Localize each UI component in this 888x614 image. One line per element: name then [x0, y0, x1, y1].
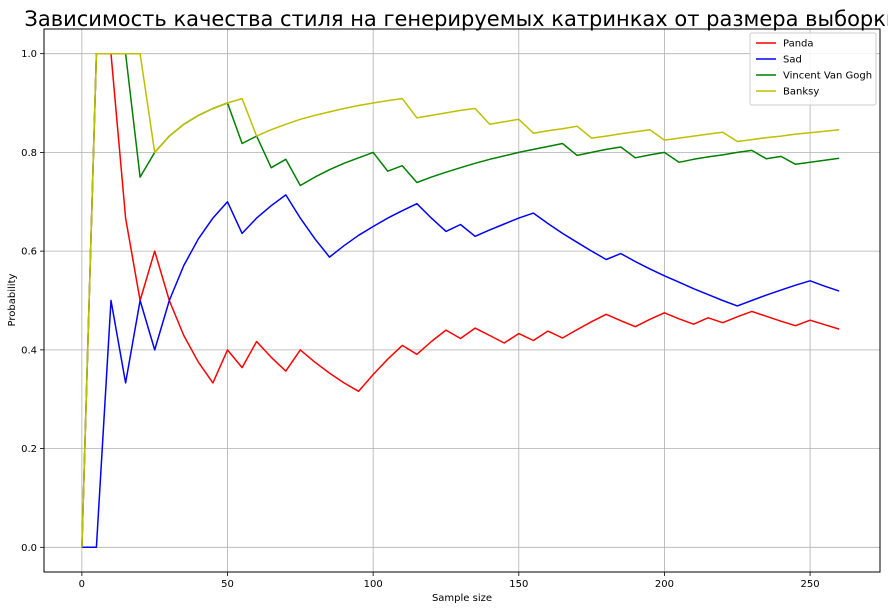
- legend-label: Sad: [783, 55, 802, 66]
- y-axis-label: Probability: [7, 273, 18, 326]
- x-tick-label: 200: [655, 579, 674, 590]
- legend-label: Vincent Van Gogh: [783, 71, 872, 82]
- y-tick-label: 0.8: [21, 148, 37, 159]
- y-tick-label: 0.4: [21, 345, 37, 356]
- legend-label: Panda: [783, 39, 814, 50]
- legend-label: Banksy: [783, 87, 819, 98]
- series-line-panda: [81, 52, 840, 548]
- y-tick-label: 0.2: [21, 444, 37, 455]
- x-tick-label: 250: [801, 579, 820, 590]
- plot-frame: [43, 28, 881, 573]
- chart-title: Зависимость качества стиля на генерируем…: [24, 7, 888, 31]
- x-tick-label: 100: [364, 579, 383, 590]
- x-axis-label: Sample size: [432, 593, 492, 604]
- x-tick-label: 50: [221, 579, 234, 590]
- series-line-banksy: [81, 52, 840, 548]
- x-tick-label: 0: [79, 579, 85, 590]
- legend-box: [749, 32, 877, 106]
- legend: Panda Sad Vincent Van Gogh Banksy: [749, 32, 877, 106]
- y-tick-label: 1.0: [21, 49, 37, 60]
- x-tick-label: 150: [509, 579, 528, 590]
- y-tick-label: 0.6: [21, 247, 37, 258]
- series-line-sad: [81, 194, 840, 549]
- series-line-vincent-van-gogh: [81, 52, 840, 548]
- y-tick-label: 0.0: [21, 543, 37, 554]
